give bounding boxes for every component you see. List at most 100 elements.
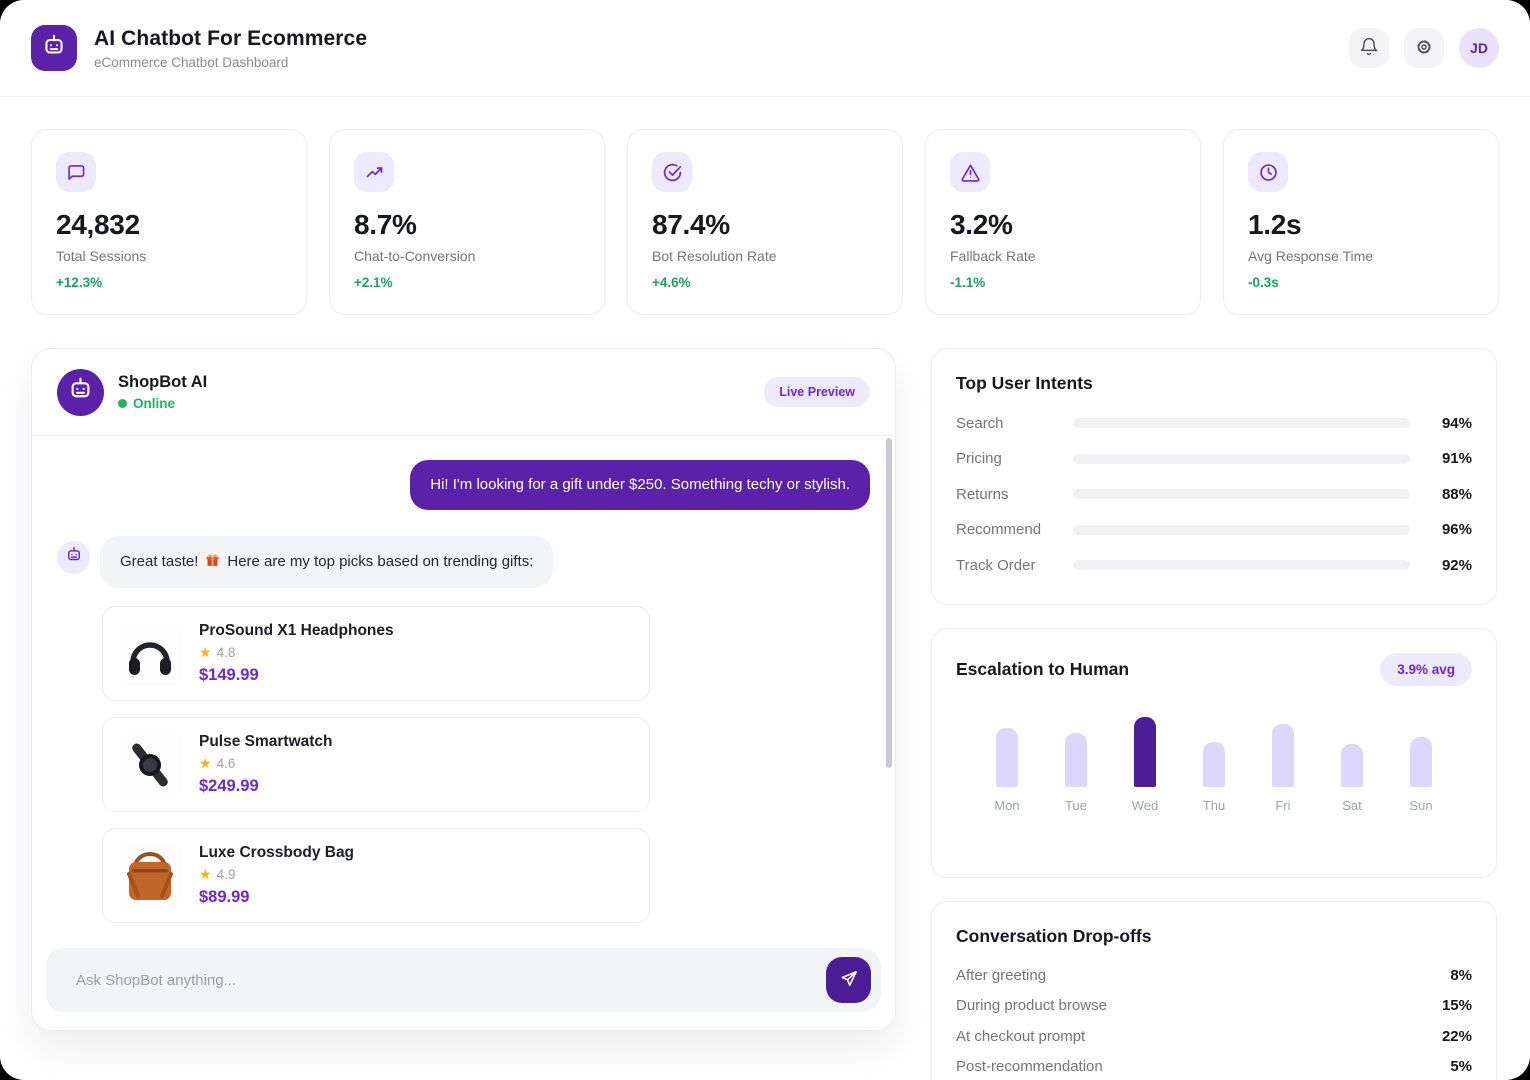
online-dot-icon <box>118 399 127 408</box>
bar-thu <box>1203 742 1225 787</box>
intent-label: Returns <box>956 485 1009 503</box>
stat-card-fallback-rate: 3.2% Fallback Rate -1.1% <box>925 129 1201 315</box>
bar-tue <box>1065 733 1087 787</box>
send-button[interactable] <box>826 957 871 1003</box>
settings-button[interactable] <box>1404 28 1444 68</box>
user-avatar[interactable]: JD <box>1459 28 1499 68</box>
bot-message-suffix: Here are my top picks based on trending … <box>227 553 534 570</box>
star-icon: ★ <box>199 644 212 660</box>
dropoff-row: After greeting 8% <box>956 965 1472 985</box>
dropoff-row: Post-recommendation 5% <box>956 1057 1472 1077</box>
smartwatch-photo <box>118 732 182 797</box>
chat-input-bar <box>32 936 895 1030</box>
axis-label: Tue <box>1065 798 1087 813</box>
dropoff-value: 15% <box>1441 997 1472 1014</box>
user-message-bubble: Hi! I'm looking for a gift under $250. S… <box>410 460 870 510</box>
panel-title: Conversation Drop-offs <box>956 926 1152 946</box>
panel-title: Top User Intents <box>956 373 1093 393</box>
intent-value: 91% <box>1441 450 1472 467</box>
app-logo <box>31 25 77 71</box>
stat-delta: +2.1% <box>354 275 393 290</box>
stat-label: Chat-to-Conversion <box>354 248 476 264</box>
product-name: Pulse Smartwatch <box>199 733 333 750</box>
shopbot-avatar <box>57 368 104 416</box>
product-info: Luxe Crossbody Bag ★ 4.9 $89.99 <box>199 844 354 907</box>
chat-messages: Hi! I'm looking for a gift under $250. S… <box>32 436 895 936</box>
escalation-panel: Escalation to Human 3.9% avg Mon Tue Wed <box>931 628 1497 878</box>
live-preview-badge: Live Preview <box>764 377 870 407</box>
rating-value: 4.9 <box>216 867 236 882</box>
bar-column: Mon <box>984 712 1030 813</box>
bar-fri <box>1272 724 1294 787</box>
bot-message-row: Great taste! Here are my top picks based… <box>57 535 870 588</box>
product-rating: ★ 4.9 <box>199 866 354 883</box>
bot-meta: ShopBot AI Online <box>118 373 207 411</box>
notifications-button[interactable] <box>1349 28 1389 68</box>
intent-value: 94% <box>1441 414 1472 432</box>
chat-scrollbar[interactable] <box>886 438 892 932</box>
bar-column: Fri <box>1260 712 1306 813</box>
intent-bar-track <box>1073 453 1410 464</box>
clock-icon <box>1248 152 1288 192</box>
intent-value: 96% <box>1441 521 1472 538</box>
rating-value: 4.8 <box>216 645 236 660</box>
stat-value: 87.4% <box>652 209 730 240</box>
stat-label: Fallback Rate <box>950 248 1036 264</box>
main-content: ShopBot AI Online Live Preview Hi! I'm l… <box>31 348 1499 1080</box>
stat-value: 24,832 <box>56 209 140 240</box>
product-card[interactable]: ProSound X1 Headphones ★ 4.8 $149.99 <box>102 606 650 701</box>
dropoff-value: 5% <box>1450 1058 1472 1075</box>
headphones-photo <box>118 621 182 686</box>
robot-icon <box>67 376 94 408</box>
star-icon: ★ <box>199 866 212 882</box>
user-message-row: Hi! I'm looking for a gift under $250. S… <box>57 460 870 510</box>
chat-bubble-icon <box>56 152 96 192</box>
dropoff-row: During product browse 15% <box>956 996 1472 1016</box>
dropoff-rows: After greeting 8% During product browse … <box>956 965 1472 1077</box>
robot-icon <box>41 33 67 64</box>
product-name: Luxe Crossbody Bag <box>199 844 355 861</box>
intent-value: 88% <box>1441 485 1472 503</box>
intent-value: 92% <box>1441 556 1472 574</box>
trending-up-icon <box>354 152 394 192</box>
gift-icon <box>204 551 221 574</box>
bot-name: ShopBot AI <box>118 373 208 391</box>
intent-row: Recommend 96% <box>956 520 1472 540</box>
product-rating: ★ 4.6 <box>199 755 333 772</box>
alert-triangle-icon <box>950 152 990 192</box>
dropoff-row: At checkout prompt 22% <box>956 1026 1472 1046</box>
product-price: $149.99 <box>199 666 259 684</box>
product-price: $249.99 <box>199 777 259 795</box>
top-user-intents-panel: Top User Intents Search 94% Pricing 91% … <box>931 348 1497 605</box>
paper-plane-icon <box>839 969 859 992</box>
axis-label: Fri <box>1275 798 1291 813</box>
escalation-header: Escalation to Human 3.9% avg <box>956 653 1472 686</box>
intent-bar-track <box>1073 418 1410 428</box>
dropoff-label: After greeting <box>956 966 1047 984</box>
product-price: $89.99 <box>199 888 250 906</box>
product-rating: ★ 4.8 <box>199 644 394 661</box>
escalation-bar-chart: Mon Tue Wed Thu <box>956 712 1472 813</box>
stat-value: 3.2% <box>950 209 1013 240</box>
stat-delta: +12.3% <box>56 275 103 290</box>
status-text: Online <box>133 396 176 411</box>
bot-message-bubble: Great taste! Here are my top picks based… <box>100 535 554 588</box>
escalation-avg-badge: 3.9% avg <box>1380 653 1472 686</box>
app-header: AI Chatbot For Ecommerce eCommerce Chatb… <box>0 0 1530 97</box>
chat-input[interactable] <box>46 948 881 1012</box>
axis-label: Sun <box>1409 798 1433 813</box>
chat-scrollbar-thumb[interactable] <box>886 438 892 768</box>
intent-row: Track Order 92% <box>956 555 1472 575</box>
header-titles: AI Chatbot For Ecommerce eCommerce Chatb… <box>94 27 367 70</box>
product-recommendations: ProSound X1 Headphones ★ 4.8 $149.99 <box>102 606 870 923</box>
intent-label: Pricing <box>956 450 1002 467</box>
intent-row: Search 94% <box>956 413 1472 433</box>
right-column: Top User Intents Search 94% Pricing 91% … <box>931 348 1497 1080</box>
product-card[interactable]: Pulse Smartwatch ★ 4.6 $249.99 <box>102 717 650 812</box>
stat-delta: +4.6% <box>652 275 691 290</box>
stat-card-total-sessions: 24,832 Total Sessions +12.3% <box>31 129 307 315</box>
chat-header: ShopBot AI Online Live Preview <box>32 349 895 436</box>
product-card[interactable]: Luxe Crossbody Bag ★ 4.9 $89.99 <box>102 828 650 923</box>
axis-label: Sat <box>1342 798 1362 813</box>
stat-card-avg-response: 1.2s Avg Response Time -0.3s <box>1223 129 1499 315</box>
